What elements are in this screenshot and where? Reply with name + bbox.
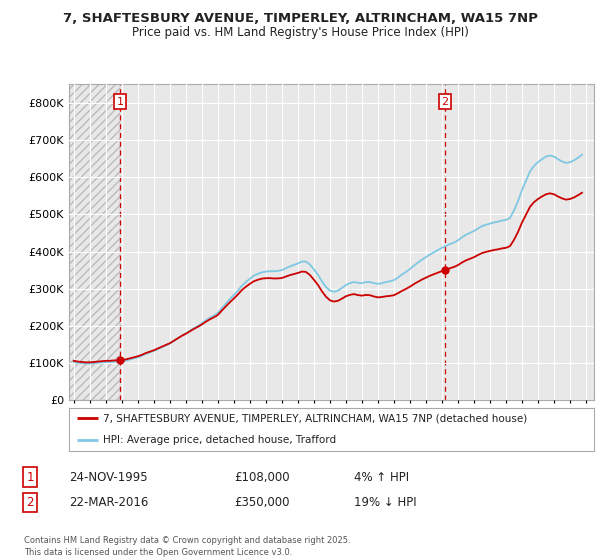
Text: Contains HM Land Registry data © Crown copyright and database right 2025.
This d: Contains HM Land Registry data © Crown c… [24,536,350,557]
Text: 7, SHAFTESBURY AVENUE, TIMPERLEY, ALTRINCHAM, WA15 7NP (detached house): 7, SHAFTESBURY AVENUE, TIMPERLEY, ALTRIN… [103,413,527,423]
Text: 4% ↑ HPI: 4% ↑ HPI [354,470,409,484]
Text: 7, SHAFTESBURY AVENUE, TIMPERLEY, ALTRINCHAM, WA15 7NP: 7, SHAFTESBURY AVENUE, TIMPERLEY, ALTRIN… [62,12,538,25]
Text: 1: 1 [117,97,124,106]
Text: 19% ↓ HPI: 19% ↓ HPI [354,496,416,509]
Text: 2: 2 [26,496,34,509]
Text: 24-NOV-1995: 24-NOV-1995 [69,470,148,484]
Text: HPI: Average price, detached house, Trafford: HPI: Average price, detached house, Traf… [103,435,336,445]
Text: Price paid vs. HM Land Registry's House Price Index (HPI): Price paid vs. HM Land Registry's House … [131,26,469,39]
Text: £108,000: £108,000 [234,470,290,484]
Text: 2: 2 [442,97,449,106]
Text: £350,000: £350,000 [234,496,290,509]
Text: 1: 1 [26,470,34,484]
Text: 22-MAR-2016: 22-MAR-2016 [69,496,148,509]
